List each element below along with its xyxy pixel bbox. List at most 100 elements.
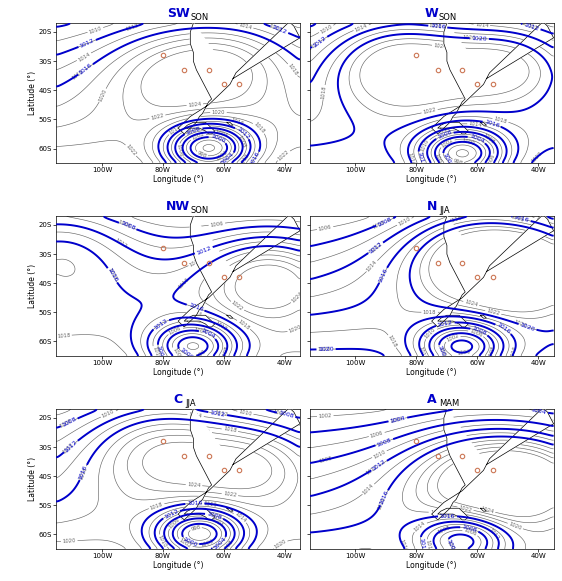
Text: 1022: 1022 (423, 107, 437, 115)
Text: 1000: 1000 (193, 349, 207, 360)
Text: 1020: 1020 (508, 521, 523, 531)
Text: 1004: 1004 (446, 538, 457, 554)
Polygon shape (481, 122, 487, 125)
Text: 1010: 1010 (319, 23, 333, 34)
Text: 1002: 1002 (318, 413, 332, 419)
Text: 1008: 1008 (436, 130, 452, 140)
Text: 1004: 1004 (437, 345, 447, 361)
Text: 1016: 1016 (448, 216, 462, 224)
Text: 1004: 1004 (533, 408, 547, 415)
Text: 1018: 1018 (57, 333, 70, 339)
Text: 1008: 1008 (461, 524, 478, 533)
Text: 1016: 1016 (187, 501, 203, 506)
Text: 1012: 1012 (214, 410, 228, 418)
Text: 1004: 1004 (389, 415, 406, 424)
Polygon shape (481, 315, 487, 318)
Text: 1014: 1014 (189, 412, 203, 419)
Text: 1012: 1012 (523, 22, 540, 31)
Text: 1020: 1020 (513, 320, 527, 329)
Text: 1006: 1006 (175, 144, 183, 157)
Text: 1016: 1016 (78, 465, 88, 480)
Text: 1004: 1004 (213, 536, 228, 551)
Text: 1008: 1008 (437, 525, 451, 535)
Text: 1016: 1016 (248, 151, 260, 167)
Polygon shape (227, 122, 233, 125)
Text: 1008: 1008 (472, 326, 487, 337)
Text: 1024: 1024 (187, 482, 201, 488)
Text: 1018: 1018 (223, 426, 237, 434)
Text: 1004: 1004 (200, 328, 216, 340)
Text: 1018: 1018 (493, 116, 507, 124)
Text: 1016: 1016 (430, 23, 446, 30)
Text: 1008: 1008 (206, 511, 223, 521)
Text: 1004: 1004 (193, 327, 208, 336)
Text: 1014: 1014 (238, 22, 252, 30)
Text: 1020: 1020 (98, 88, 108, 102)
Polygon shape (227, 315, 233, 318)
Text: 1024: 1024 (188, 102, 202, 108)
Text: 1020: 1020 (288, 324, 302, 333)
Text: 1000: 1000 (442, 152, 453, 168)
Polygon shape (438, 508, 468, 520)
Text: SON: SON (191, 13, 209, 22)
Text: 1004: 1004 (433, 153, 442, 167)
Text: 1024: 1024 (464, 299, 478, 308)
Text: 1016: 1016 (378, 267, 388, 284)
Text: 1014: 1014 (168, 124, 182, 136)
Text: 1004: 1004 (531, 407, 547, 415)
Text: 1014: 1014 (469, 121, 483, 128)
Text: 1012: 1012 (64, 439, 78, 454)
Text: 1014: 1014 (366, 259, 378, 273)
Text: 1020: 1020 (531, 150, 544, 163)
Text: 1006: 1006 (168, 325, 183, 336)
Text: 1014: 1014 (362, 483, 375, 496)
X-axis label: Longitude (°): Longitude (°) (406, 175, 457, 184)
Text: 1022: 1022 (486, 309, 500, 317)
Text: 1022: 1022 (125, 144, 137, 157)
Text: 1016: 1016 (178, 277, 191, 289)
Text: 1018: 1018 (237, 318, 251, 331)
Text: 1000: 1000 (200, 538, 214, 548)
Polygon shape (184, 508, 215, 520)
Text: 1008: 1008 (185, 125, 201, 135)
Text: 1010: 1010 (151, 346, 160, 360)
Text: 1022: 1022 (459, 505, 473, 512)
Text: 1024: 1024 (290, 291, 303, 304)
Text: 1022: 1022 (223, 491, 237, 498)
Text: 998: 998 (196, 150, 207, 159)
Text: 1012: 1012 (417, 345, 426, 360)
Text: 1010: 1010 (197, 238, 212, 247)
Text: SON: SON (439, 13, 457, 22)
Text: 1006: 1006 (469, 328, 483, 338)
Text: 1010: 1010 (420, 138, 430, 153)
Text: 1006: 1006 (168, 517, 181, 529)
Text: 1020: 1020 (318, 347, 331, 352)
Text: 1016: 1016 (106, 267, 119, 284)
Text: 1012: 1012 (437, 125, 451, 134)
Y-axis label: Latitude (°): Latitude (°) (28, 457, 37, 501)
Text: 1008: 1008 (222, 345, 230, 359)
Text: 1010: 1010 (88, 26, 102, 34)
Text: 1016: 1016 (188, 303, 204, 313)
Text: 1012: 1012 (488, 527, 500, 540)
Text: 1012: 1012 (79, 38, 96, 49)
Text: 1008: 1008 (318, 456, 333, 464)
Text: 1012: 1012 (312, 35, 327, 49)
Text: 1012: 1012 (416, 152, 425, 168)
Polygon shape (438, 315, 468, 327)
Text: 1014: 1014 (354, 23, 368, 33)
Text: 1002: 1002 (178, 538, 192, 550)
Text: 1016: 1016 (510, 214, 525, 223)
Polygon shape (178, 23, 300, 134)
Text: 1008: 1008 (236, 134, 246, 149)
Polygon shape (432, 23, 554, 134)
Text: 1004: 1004 (437, 346, 448, 360)
X-axis label: Longitude (°): Longitude (°) (153, 175, 203, 184)
Text: 1012: 1012 (125, 23, 139, 32)
Text: 1014: 1014 (475, 21, 489, 28)
X-axis label: Longitude (°): Longitude (°) (406, 561, 457, 569)
Text: 1010: 1010 (372, 449, 387, 460)
Text: 1012: 1012 (368, 241, 383, 254)
Text: 1008: 1008 (488, 345, 496, 360)
Text: C: C (174, 393, 183, 406)
